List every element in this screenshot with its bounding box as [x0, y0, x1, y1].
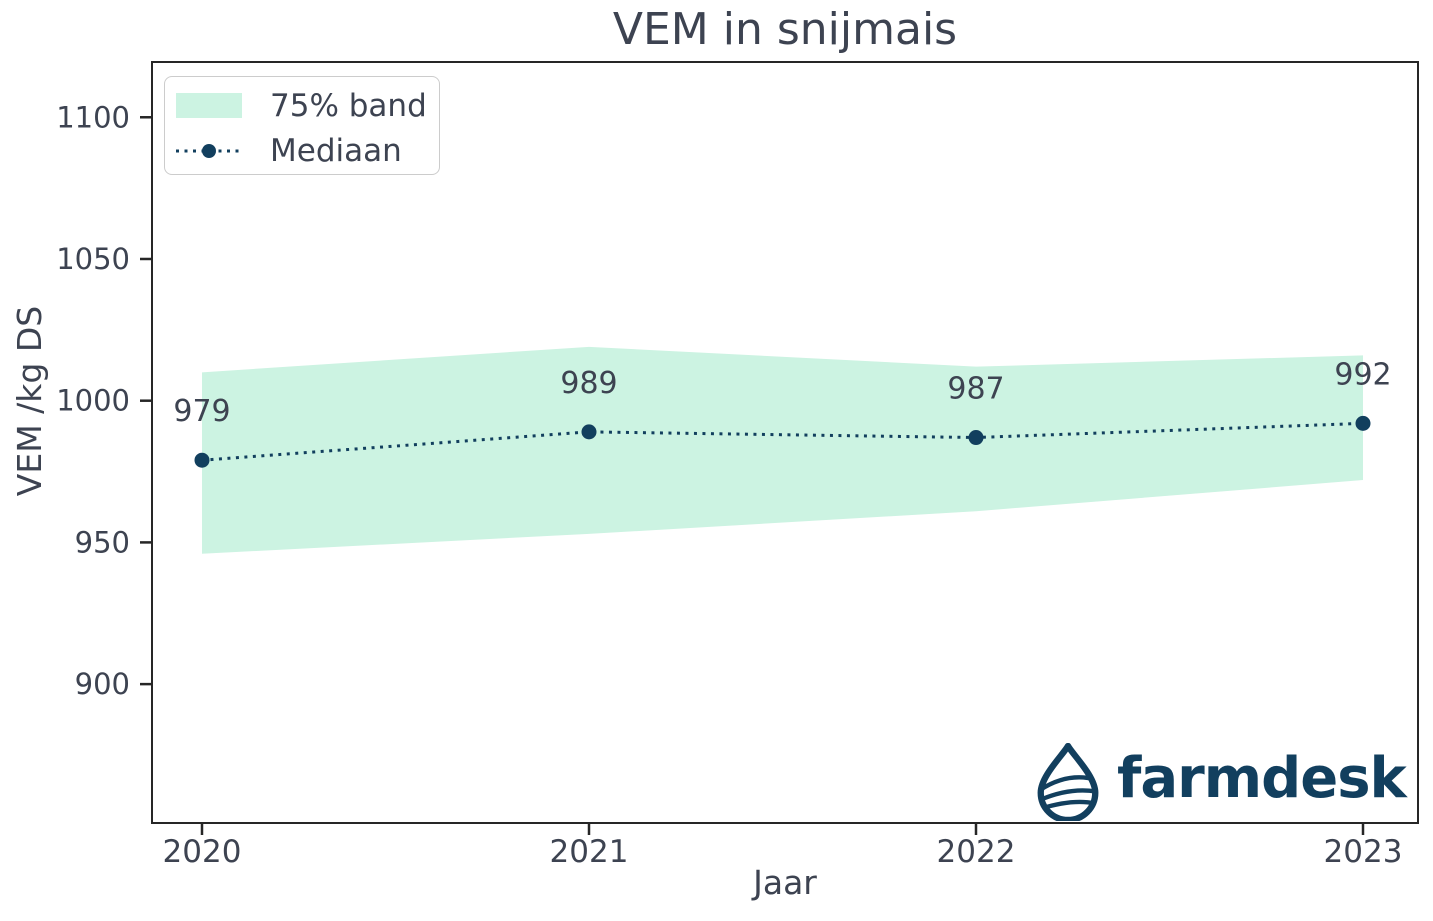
legend-label-band: 75% band — [270, 87, 427, 124]
chart-title: VEM in snijmais — [612, 4, 958, 55]
plot-spines — [151, 61, 1419, 824]
y-tick-label: 1000 — [56, 384, 130, 418]
legend: 75% band Mediaan — [164, 76, 440, 175]
y-tick-label: 1100 — [56, 100, 130, 134]
x-tick-label: 2023 — [1324, 834, 1403, 870]
farmdesk-wordmark: farmdesk — [1117, 746, 1407, 811]
band-75pct — [202, 346, 1363, 554]
water-drop-icon — [1037, 743, 1099, 821]
legend-label-median: Mediaan — [270, 133, 402, 170]
x-tick-label: 2020 — [163, 834, 242, 870]
point-value-label: 992 — [1334, 357, 1391, 392]
point-value-label: 989 — [560, 366, 617, 401]
y-tick-label: 950 — [75, 525, 130, 559]
y-tick-label: 900 — [75, 667, 130, 701]
legend-row-band: 75% band — [176, 83, 439, 129]
y-tick-label: 1050 — [56, 242, 130, 276]
legend-row-median: Mediaan — [176, 129, 439, 175]
farmdesk-logo: farmdesk — [1031, 743, 1407, 821]
median-point — [581, 424, 597, 440]
median-line-icon — [176, 144, 242, 159]
band-swatch-icon — [176, 93, 242, 119]
x-tick-label: 2021 — [550, 834, 629, 870]
median-point — [968, 430, 984, 446]
y-axis-label: VEM /kg DS — [10, 305, 49, 497]
plot-content-group: 979 989 987 992 900 950 1000 1050 1100 2020 2021 20… — [56, 100, 1402, 870]
point-value-label: 979 — [173, 394, 230, 429]
median-point — [1355, 415, 1371, 431]
median-point — [194, 452, 210, 468]
x-axis-label: Jaar — [753, 863, 817, 902]
point-value-label: 987 — [947, 372, 1004, 407]
x-tick-label: 2022 — [937, 834, 1016, 870]
